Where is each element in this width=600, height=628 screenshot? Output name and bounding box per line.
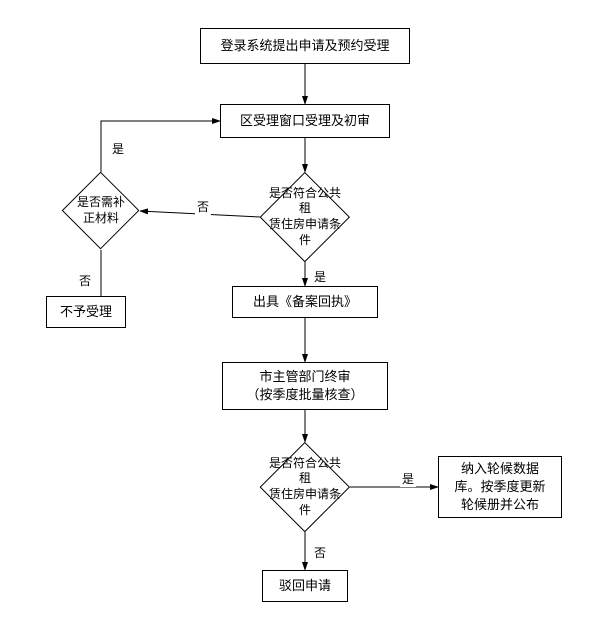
edge-label: 否	[195, 198, 211, 215]
node-meets-conditions-2: 是否符合公共租赁住房申请条件	[260, 442, 350, 532]
node-login-apply: 登录系统提出申请及预约受理	[200, 28, 410, 64]
edge-label: 否	[312, 544, 328, 561]
node-issue-receipt: 出具《备案回执》	[232, 286, 378, 318]
node-text: 出具《备案回执》	[253, 293, 357, 311]
node-text: 驳回申请	[279, 577, 331, 595]
node-text: 是否符合公共租赁住房申请条件	[260, 456, 350, 518]
node-enter-waitlist: 纳入轮候数据库。按季度更新轮候册并公布	[438, 456, 562, 518]
node-need-supplement: 是否需补正材料	[62, 172, 140, 250]
node-text: 市主管部门终审（按季度批量核查）	[246, 368, 363, 404]
edge-label: 否	[77, 272, 93, 289]
node-text: 区受理窗口受理及初审	[240, 112, 370, 130]
node-text: 纳入轮候数据库。按季度更新轮候册并公布	[454, 460, 545, 515]
edge-label: 是	[110, 140, 126, 157]
edge-label: 是	[312, 268, 328, 285]
node-city-final-review: 市主管部门终审（按季度批量核查）	[222, 362, 388, 410]
node-reject-accept: 不予受理	[46, 296, 126, 328]
edge-label: 是	[400, 470, 416, 487]
node-district-review: 区受理窗口受理及初审	[220, 104, 390, 138]
node-text: 是否需补正材料	[73, 195, 129, 226]
node-text: 是否符合公共租赁住房申请条件	[260, 186, 350, 248]
node-text: 不予受理	[60, 303, 112, 321]
node-meets-conditions-1: 是否符合公共租赁住房申请条件	[260, 172, 350, 262]
node-text: 登录系统提出申请及预约受理	[220, 37, 389, 55]
node-reject-apply: 驳回申请	[262, 570, 348, 602]
